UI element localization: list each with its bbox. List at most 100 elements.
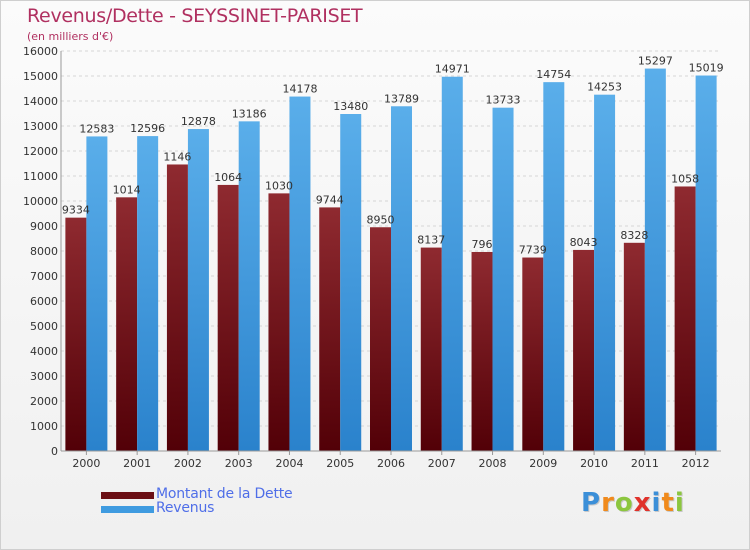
data-label-revenus: 12583 bbox=[79, 122, 114, 135]
y-tick-label: 3000 bbox=[30, 370, 58, 383]
data-label-revenus: 13186 bbox=[232, 107, 267, 120]
y-tick-label: 13000 bbox=[23, 120, 58, 133]
logo-letter: r bbox=[601, 488, 615, 518]
legend-label-revenus: Revenus bbox=[156, 500, 215, 516]
bar-dette bbox=[471, 251, 493, 451]
bar-revenus bbox=[340, 114, 362, 451]
bar-revenus bbox=[86, 136, 108, 452]
data-label-revenus: 14754 bbox=[536, 68, 571, 81]
x-tick-label: 2005 bbox=[326, 457, 354, 470]
data-label-revenus: 14178 bbox=[282, 83, 317, 96]
x-tick-label: 2009 bbox=[529, 457, 557, 470]
x-tick-label: 2011 bbox=[631, 457, 659, 470]
bar-chart: 9334 12583 1014 12596 1146 12878 1064 13186 1030… bbox=[23, 45, 724, 470]
bar-dette bbox=[573, 249, 595, 451]
y-tick-label: 9000 bbox=[30, 220, 58, 233]
logo-letter: t bbox=[661, 488, 675, 518]
x-tick-label: 2010 bbox=[580, 457, 608, 470]
y-tick-label: 12000 bbox=[23, 145, 58, 158]
bar-revenus bbox=[543, 82, 565, 452]
data-label-dette: 9744 bbox=[316, 193, 344, 206]
bar-revenus bbox=[441, 76, 463, 451]
x-tick-label: 2004 bbox=[275, 457, 303, 470]
bar-revenus bbox=[644, 68, 666, 451]
data-label-dette: 8137 bbox=[417, 234, 445, 247]
data-label-dette: 1146 bbox=[163, 150, 191, 163]
data-labels: 9334 12583 1014 12596 1146 12878 1064 13186 1030… bbox=[62, 55, 724, 257]
y-tick-label: 5000 bbox=[30, 320, 58, 333]
y-tick-label: 2000 bbox=[30, 395, 58, 408]
data-label-dette: 8328 bbox=[620, 229, 648, 242]
x-tick-label: 2003 bbox=[225, 457, 253, 470]
logo-letter: i bbox=[651, 488, 662, 518]
data-label-dette: 8950 bbox=[367, 213, 395, 226]
x-tick-label: 2002 bbox=[174, 457, 202, 470]
bars bbox=[65, 68, 717, 452]
x-tick-label: 2000 bbox=[72, 457, 100, 470]
x-tick-label: 2001 bbox=[123, 457, 151, 470]
data-label-revenus: 12596 bbox=[130, 122, 165, 135]
axes: 0 1000 2000 3000 4000 5000 6000 7000 8000 9000 100… bbox=[23, 45, 721, 470]
bar-dette bbox=[166, 164, 188, 451]
data-label-dette: 1030 bbox=[265, 179, 293, 192]
data-label-revenus: 14971 bbox=[435, 63, 470, 76]
logo-letter: x bbox=[633, 488, 652, 518]
chart-subtitle: (en milliers d'€) bbox=[27, 30, 114, 43]
y-tick-label: 14000 bbox=[23, 95, 58, 108]
bar-dette bbox=[268, 193, 290, 451]
logo-letter: P bbox=[581, 488, 602, 518]
proxiti-logo: Proxiti bbox=[581, 488, 701, 524]
logo-letter: i bbox=[674, 488, 685, 518]
data-label-dette: 1064 bbox=[214, 171, 242, 184]
data-label-dette: 796 bbox=[472, 238, 493, 251]
y-tick-label: 10000 bbox=[23, 195, 58, 208]
y-tick-label: 8000 bbox=[30, 245, 58, 258]
y-tick-label: 11000 bbox=[23, 170, 58, 183]
data-label-revenus: 13733 bbox=[486, 94, 521, 107]
y-tick-label: 4000 bbox=[30, 345, 58, 358]
bar-revenus bbox=[695, 75, 717, 452]
chart-title: Revenus/Dette - SEYSSINET-PARISET bbox=[27, 5, 363, 27]
legend-swatch-revenus bbox=[101, 506, 154, 513]
data-label-revenus: 13789 bbox=[384, 92, 419, 105]
x-tick-label: 2006 bbox=[377, 457, 405, 470]
y-tick-label: 6000 bbox=[30, 295, 58, 308]
data-label-dette: 1058 bbox=[671, 172, 699, 185]
bar-revenus bbox=[594, 94, 616, 452]
y-tick-label: 7000 bbox=[30, 270, 58, 283]
data-label-dette: 1014 bbox=[113, 183, 141, 196]
bar-dette bbox=[420, 247, 442, 451]
bar-revenus bbox=[238, 121, 260, 451]
y-tick-label: 0 bbox=[51, 445, 58, 458]
data-label-dette: 7739 bbox=[519, 244, 547, 257]
y-tick-label: 16000 bbox=[23, 45, 58, 58]
bar-dette bbox=[370, 227, 391, 451]
data-label-dette: 8043 bbox=[570, 236, 598, 249]
bar-dette bbox=[623, 242, 645, 451]
legend-label-dette: Montant de la Dette bbox=[156, 486, 293, 502]
data-label-revenus: 12878 bbox=[181, 115, 216, 128]
y-tick-label: 1000 bbox=[30, 420, 58, 433]
data-label-revenus: 14253 bbox=[587, 81, 622, 94]
data-label-revenus: 15019 bbox=[689, 62, 724, 75]
y-tick-label: 15000 bbox=[23, 70, 58, 83]
data-label-dette: 9334 bbox=[62, 204, 90, 217]
data-label-revenus: 13480 bbox=[333, 100, 368, 113]
logo-letter: o bbox=[614, 488, 634, 518]
legend-swatch-dette bbox=[101, 492, 154, 499]
bar-revenus bbox=[137, 136, 159, 451]
bar-dette bbox=[522, 257, 544, 451]
bar-revenus bbox=[391, 106, 412, 452]
x-tick-label: 2012 bbox=[682, 457, 710, 470]
legend: Montant de la Dette Revenus bbox=[101, 486, 401, 518]
bar-dette bbox=[65, 217, 87, 451]
data-label-revenus: 15297 bbox=[638, 55, 673, 68]
x-tick-label: 2008 bbox=[479, 457, 507, 470]
bar-dette bbox=[319, 207, 341, 451]
bar-dette bbox=[116, 197, 138, 451]
bar-revenus bbox=[187, 129, 209, 452]
bar-dette bbox=[674, 186, 696, 451]
bar-revenus bbox=[492, 107, 514, 452]
bar-dette bbox=[217, 184, 239, 452]
